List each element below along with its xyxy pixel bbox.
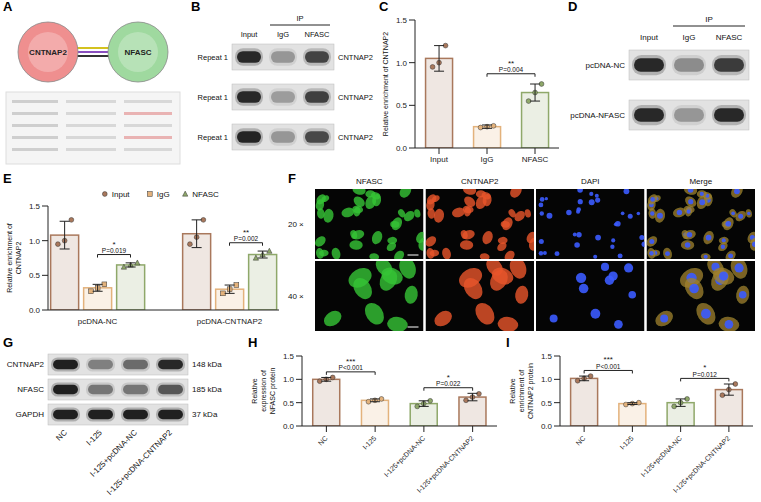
- svg-text:Relative enrichment of: Relative enrichment of: [6, 223, 13, 293]
- svg-text:1.5: 1.5: [396, 16, 408, 25]
- html-text:B: B: [191, 0, 201, 14]
- svg-text:I-125+pcDNA-NC: I-125+pcDNA-NC: [88, 428, 139, 479]
- svg-text:I-125+pcDNA-NC: I-125+pcDNA-NC: [639, 434, 683, 478]
- svg-text:1.5: 1.5: [541, 352, 553, 361]
- svg-text:0.5: 0.5: [541, 399, 553, 408]
- html-text:A: A: [3, 0, 13, 14]
- svg-text:Input: Input: [640, 33, 659, 42]
- svg-text:IgG: IgG: [481, 155, 494, 164]
- svg-text:IP: IP: [296, 14, 303, 23]
- svg-text:37 kDa: 37 kDa: [192, 410, 218, 419]
- svg-text:148 kDa: 148 kDa: [192, 360, 222, 369]
- svg-text:0.0: 0.0: [541, 422, 553, 431]
- svg-text:NFASC: NFASC: [124, 48, 151, 57]
- svg-text:1.0: 1.0: [541, 375, 553, 384]
- svg-text:I-125+pcDNA-CNTNAP2: I-125+pcDNA-CNTNAP2: [416, 434, 476, 494]
- svg-text:NFASC protein: NFASC protein: [269, 368, 277, 415]
- svg-text:Input: Input: [112, 190, 131, 199]
- svg-text:CNTNAP2: CNTNAP2: [461, 177, 499, 186]
- svg-text:DAPI: DAPI: [581, 177, 600, 186]
- html-text:E: E: [3, 171, 12, 186]
- svg-text:1.0: 1.0: [283, 375, 295, 384]
- html-text:D: D: [568, 0, 578, 14]
- svg-text:Merge: Merge: [689, 177, 712, 186]
- svg-text:Repeat 1: Repeat 1: [198, 133, 228, 142]
- html-text:F: F: [288, 171, 296, 186]
- svg-text:185 kDa: 185 kDa: [192, 385, 222, 394]
- svg-text:I-125+pcDNA-CNTNAP2: I-125+pcDNA-CNTNAP2: [672, 434, 732, 494]
- svg-text:1.5: 1.5: [283, 352, 295, 361]
- svg-text:1.0: 1.0: [29, 237, 41, 246]
- svg-text:P<0.001: P<0.001: [339, 364, 364, 371]
- svg-text:0.0: 0.0: [283, 422, 295, 431]
- svg-text:expression of: expression of: [260, 370, 268, 412]
- svg-text:pcDNA-CNTNAP2: pcDNA-CNTNAP2: [197, 317, 263, 326]
- svg-text:NFASC: NFASC: [192, 190, 219, 199]
- html-text:G: G: [3, 335, 14, 350]
- svg-text:NFASC: NFASC: [17, 385, 44, 394]
- svg-text:0.5: 0.5: [29, 271, 41, 280]
- svg-text:NFASC: NFASC: [522, 155, 549, 164]
- svg-text:Relative: Relative: [251, 378, 258, 403]
- svg-text:CNTNAP2: CNTNAP2: [29, 48, 67, 57]
- svg-text:CNTNAP2: CNTNAP2: [338, 133, 373, 142]
- html-text:I: I: [506, 335, 510, 350]
- svg-text:20 ×: 20 ×: [288, 220, 304, 229]
- svg-text:P=0.004: P=0.004: [499, 66, 524, 73]
- svg-text:CNTNAP2: CNTNAP2: [15, 242, 22, 275]
- svg-text:CNTNAP2: CNTNAP2: [338, 53, 373, 62]
- svg-text:I-125: I-125: [85, 428, 105, 448]
- svg-text:pcDNA-NFASC: pcDNA-NFASC: [570, 111, 625, 120]
- svg-text:P<0.001: P<0.001: [596, 363, 621, 370]
- svg-text:P=0.002: P=0.002: [234, 235, 259, 242]
- html-text:H: H: [248, 335, 258, 350]
- svg-text:NC: NC: [54, 428, 69, 443]
- svg-text:Relative: Relative: [509, 378, 516, 403]
- svg-text:1.0: 1.0: [396, 59, 408, 68]
- svg-text:pcDNA-NC: pcDNA-NC: [585, 61, 625, 70]
- svg-text:P=0.022: P=0.022: [436, 380, 461, 387]
- svg-text:Repeat 1: Repeat 1: [198, 53, 228, 62]
- svg-text:0.5: 0.5: [396, 101, 408, 110]
- svg-text:NFASC: NFASC: [356, 177, 383, 186]
- svg-text:1.5: 1.5: [29, 202, 41, 211]
- svg-text:enrichment of: enrichment of: [518, 370, 525, 412]
- svg-text:CNTNAP2: CNTNAP2: [7, 360, 45, 369]
- svg-text:0.0: 0.0: [29, 306, 41, 315]
- svg-text:CNTNAP2: CNTNAP2: [338, 93, 373, 102]
- svg-text:NFASC: NFASC: [716, 33, 743, 42]
- svg-text:Repeat 1: Repeat 1: [198, 93, 228, 102]
- svg-text:IgG: IgG: [157, 190, 170, 199]
- svg-text:I-125+pcDNA-NC: I-125+pcDNA-NC: [383, 434, 427, 478]
- svg-text:NC: NC: [574, 434, 586, 446]
- svg-text:I-125: I-125: [619, 434, 635, 450]
- svg-text:40 ×: 40 ×: [288, 292, 304, 301]
- svg-text:0.5: 0.5: [283, 399, 295, 408]
- svg-text:P=0.019: P=0.019: [102, 247, 127, 254]
- svg-text:GAPDH: GAPDH: [16, 410, 45, 419]
- svg-text:Relative enrichment of CNTNAP2: Relative enrichment of CNTNAP2: [382, 32, 389, 136]
- svg-text:pcDNA-NC: pcDNA-NC: [78, 317, 118, 326]
- svg-text:I-125: I-125: [361, 434, 377, 450]
- html-text:C: C: [379, 0, 389, 14]
- svg-text:0.0: 0.0: [396, 144, 408, 153]
- svg-text:Input: Input: [430, 155, 449, 164]
- svg-text:NFASC: NFASC: [304, 30, 330, 39]
- svg-text:CNTNAP2 protein: CNTNAP2 protein: [527, 363, 535, 419]
- svg-text:IP: IP: [705, 15, 713, 24]
- svg-text:IgG: IgG: [683, 33, 696, 42]
- svg-text:I-125+pcDNA-CNTNAP2: I-125+pcDNA-CNTNAP2: [105, 428, 174, 497]
- svg-text:IgG: IgG: [277, 30, 289, 39]
- svg-text:P=0.012: P=0.012: [693, 371, 718, 378]
- svg-text:Input: Input: [241, 30, 259, 39]
- svg-text:NC: NC: [317, 434, 329, 446]
